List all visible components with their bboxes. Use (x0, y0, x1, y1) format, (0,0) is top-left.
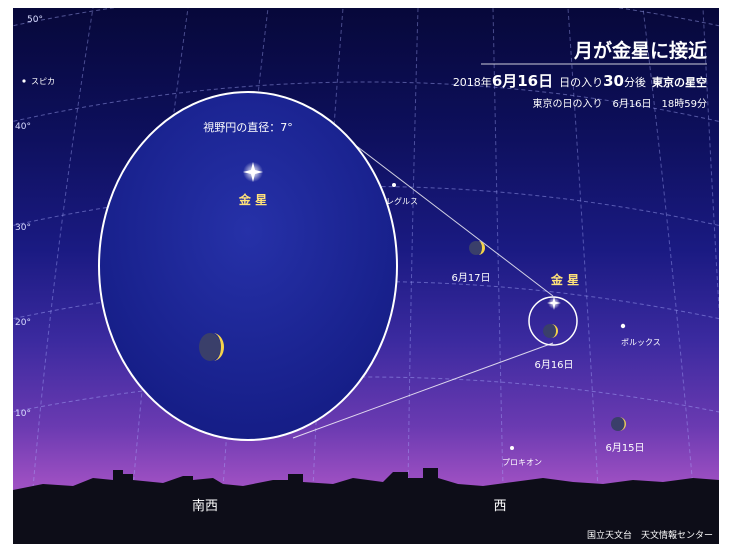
moon-jun17-icon (469, 241, 485, 255)
pollux-star-icon (620, 323, 626, 329)
altitude-label-40: 40° (15, 122, 31, 132)
moon-jun17-label: 6月17日 (451, 272, 490, 284)
spica-star-icon (22, 79, 26, 83)
direction-southwest: 南西 (192, 498, 218, 514)
moon-jun15-label: 6月15日 (605, 442, 644, 454)
procyon-star-icon (510, 446, 514, 450)
altitude-label-20: 20° (15, 318, 31, 328)
altitude-grid (13, 8, 719, 413)
inset-connector-top (324, 121, 554, 297)
pollux-label: ポルックス (621, 338, 661, 347)
credit-label: 国立天文台 天文情報センター (587, 529, 713, 541)
inset-venus-label: 金 星 (238, 192, 267, 207)
field-of-view-label: 視野円の直径：7° (203, 120, 293, 134)
altitude-label-30: 30° (15, 223, 31, 233)
inset-magnified-view (98, 91, 398, 441)
chart-title: 月が金星に接近 (573, 39, 707, 62)
moon-jun16-label: 6月16日 (534, 359, 573, 371)
chart-subtitle: 2018年6月16日 日の入り30分後 東京の星空 (453, 72, 707, 90)
procyon-label: プロキオン (502, 458, 542, 467)
spica-label: スピカ (31, 77, 55, 86)
sunset-time: 東京の日の入り 6月16日 18時59分 (532, 97, 707, 110)
inset-venus-icon (243, 162, 263, 182)
venus-icon (547, 296, 561, 310)
regulus-star-icon (392, 183, 396, 187)
sky-chart-svg: 50° 40° 30° 20° 10° 月が金星に接近 2018年6月16日 日の… (13, 8, 719, 544)
direction-west: 西 (493, 499, 506, 514)
inset-moon-icon (199, 333, 224, 361)
venus-label: 金 星 (550, 272, 579, 287)
field-of-view-circle (528, 296, 578, 346)
inset-connector-bottom (292, 342, 554, 439)
horizon-silhouette (13, 468, 719, 544)
sky-chart: 50° 40° 30° 20° 10° 月が金星に接近 2018年6月16日 日の… (13, 8, 719, 544)
altitude-label-50: 50° (27, 15, 43, 25)
regulus-label: レグルス (386, 196, 418, 206)
moon-jun15-icon (611, 417, 626, 431)
moon-jun16-icon (543, 324, 558, 338)
altitude-label-10: 10° (15, 409, 31, 419)
